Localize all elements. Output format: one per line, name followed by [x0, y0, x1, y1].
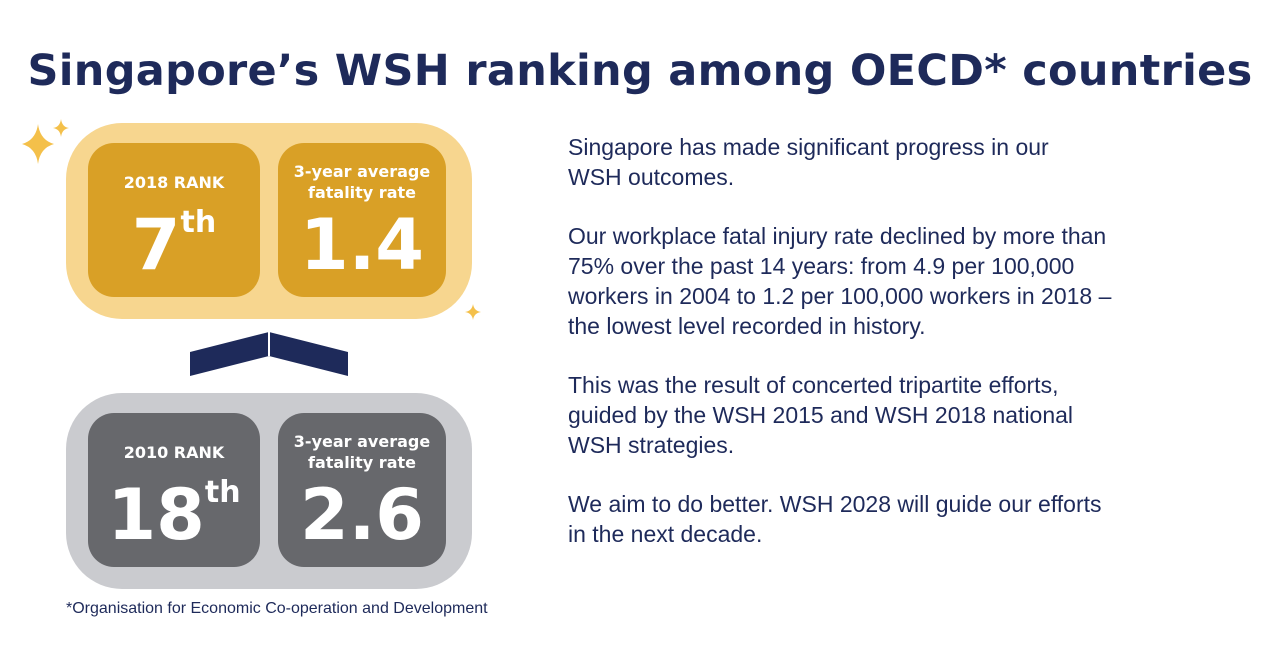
- rank-2018-value: 7th: [131, 204, 217, 286]
- fatality-rate-label: 3-year average fatality rate: [293, 432, 431, 472]
- fatality-rate-2018-card: 3-year average fatality rate 1.4: [278, 143, 446, 297]
- rank-2010-label: 2010 RANK: [123, 443, 225, 462]
- paragraph: This was the result of concerted tripart…: [568, 372, 1074, 458]
- paragraph: Singapore has made significant progress …: [568, 134, 1049, 190]
- fatality-rate-2010-card: 3-year average fatality rate 2.6: [278, 413, 446, 567]
- up-arrow-icon: [190, 332, 348, 376]
- fatality-rate-label: 3-year average fatality rate: [293, 162, 431, 202]
- sparkle-icon: [22, 119, 69, 164]
- ranking-2010-panel: 2010 RANK 18th 3-year average fatality ra…: [66, 393, 472, 589]
- rank-2018-label: 2018 RANK: [123, 173, 225, 192]
- rank-2018-card: 2018 RANK 7th: [88, 143, 260, 297]
- description-text: Singapore has made significant progress …: [568, 132, 1208, 578]
- paragraph: We aim to do better. WSH 2028 will guide…: [568, 491, 1102, 547]
- fatality-rate-2010-value: 2.6: [299, 474, 424, 556]
- page-title: Singapore’s WSH ranking among OECD* coun…: [27, 46, 1253, 96]
- fatality-rate-2018-value: 1.4: [299, 204, 424, 286]
- ranking-2018-panel: 2018 RANK 7th 3-year average fatality rat…: [66, 123, 472, 319]
- rank-2010-value: 18th: [107, 474, 241, 556]
- footnote: *Organisation for Economic Co-operation …: [66, 600, 488, 617]
- paragraph: Our workplace fatal injury rate declined…: [568, 223, 1112, 339]
- sparkle-icon: [465, 304, 481, 320]
- rank-2010-card: 2010 RANK 18th: [88, 413, 260, 567]
